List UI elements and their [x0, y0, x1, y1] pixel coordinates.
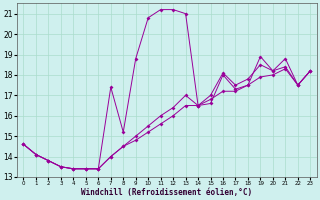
X-axis label: Windchill (Refroidissement éolien,°C): Windchill (Refroidissement éolien,°C): [81, 188, 252, 197]
